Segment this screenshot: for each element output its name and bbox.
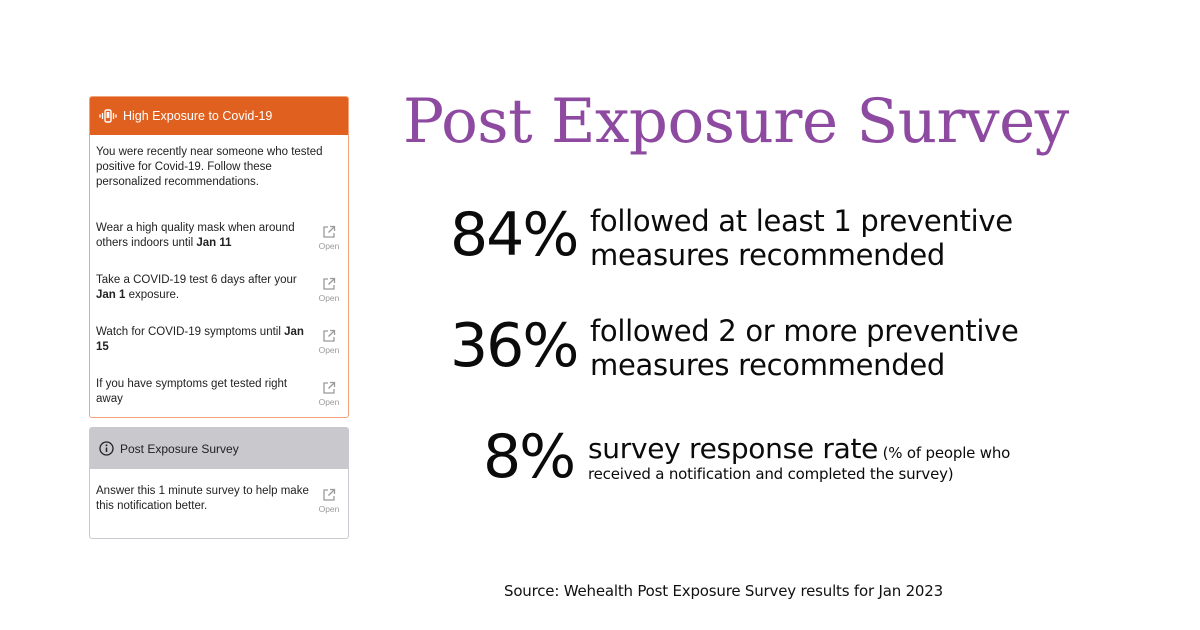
- external-link-icon: [323, 277, 336, 290]
- open-button[interactable]: Open: [316, 381, 342, 407]
- alert-title: High Exposure to Covid-19: [123, 109, 273, 123]
- recommendation-item-test[interactable]: Take a COVID-19 test 6 days after your J…: [96, 273, 342, 313]
- stat-line: followed 2 or more preventive: [590, 314, 1019, 348]
- recommendation-text: Watch for COVID-19 symptoms until Jan 15: [96, 326, 304, 353]
- survey-title: Post Exposure Survey: [120, 441, 239, 456]
- recommendation-item-get-tested[interactable]: If you have symptoms get tested right aw…: [96, 377, 342, 417]
- recommendation-text: Take a COVID-19 test 6 days after your J…: [96, 274, 297, 301]
- survey-header: Post Exposure Survey: [90, 428, 348, 469]
- info-icon: [99, 441, 114, 456]
- recommendation-text: Wear a high quality mask when around oth…: [96, 222, 295, 249]
- survey-item[interactable]: Answer this 1 minute survey to help make…: [96, 484, 342, 524]
- open-button[interactable]: Open: [316, 488, 342, 514]
- open-button[interactable]: Open: [316, 277, 342, 303]
- stat-value-36: 36%: [450, 311, 579, 381]
- stat-line: measures recommended: [590, 348, 945, 382]
- alert-intro-text: You were recently near someone who teste…: [96, 146, 323, 188]
- external-link-icon: [323, 488, 336, 501]
- external-link-icon: [323, 381, 336, 394]
- stat-description: followed at least 1 preventive measures …: [590, 204, 1013, 272]
- stat-note: received a notification and completed th…: [588, 465, 954, 483]
- stat-value-84: 84%: [450, 200, 579, 270]
- page-title: Post Exposure Survey: [403, 86, 1069, 157]
- open-label: Open: [318, 293, 340, 303]
- survey-text: Answer this 1 minute survey to help make…: [96, 485, 309, 512]
- stat-description: survey response rate (% of people who re…: [588, 432, 1010, 483]
- survey-card: Post Exposure Survey Answer this 1 minut…: [89, 427, 349, 539]
- alert-header: High Exposure to Covid-19: [90, 97, 348, 135]
- phone-vibrate-icon: [99, 109, 117, 123]
- external-link-icon: [323, 329, 336, 342]
- stat-line: survey response rate: [588, 432, 879, 465]
- open-label: Open: [318, 504, 340, 514]
- recommendation-item-mask[interactable]: Wear a high quality mask when around oth…: [96, 221, 342, 261]
- exposure-alert-card: High Exposure to Covid-19 You were recen…: [89, 96, 349, 418]
- stat-value-8: 8%: [483, 422, 576, 492]
- stat-line: measures recommended: [590, 238, 945, 272]
- open-button[interactable]: Open: [316, 329, 342, 355]
- stat-description: followed 2 or more preventive measures r…: [590, 314, 1019, 382]
- recommendation-text: If you have symptoms get tested right aw…: [96, 378, 288, 405]
- open-label: Open: [318, 397, 340, 407]
- open-label: Open: [318, 241, 340, 251]
- stat-note: (% of people who: [878, 444, 1011, 462]
- open-label: Open: [318, 345, 340, 355]
- open-button[interactable]: Open: [316, 225, 342, 251]
- recommendation-item-symptoms[interactable]: Watch for COVID-19 symptoms until Jan 15…: [96, 325, 342, 365]
- stat-line: followed at least 1 preventive: [590, 204, 1013, 238]
- source-note: Source: Wehealth Post Exposure Survey re…: [504, 582, 943, 600]
- external-link-icon: [323, 225, 336, 238]
